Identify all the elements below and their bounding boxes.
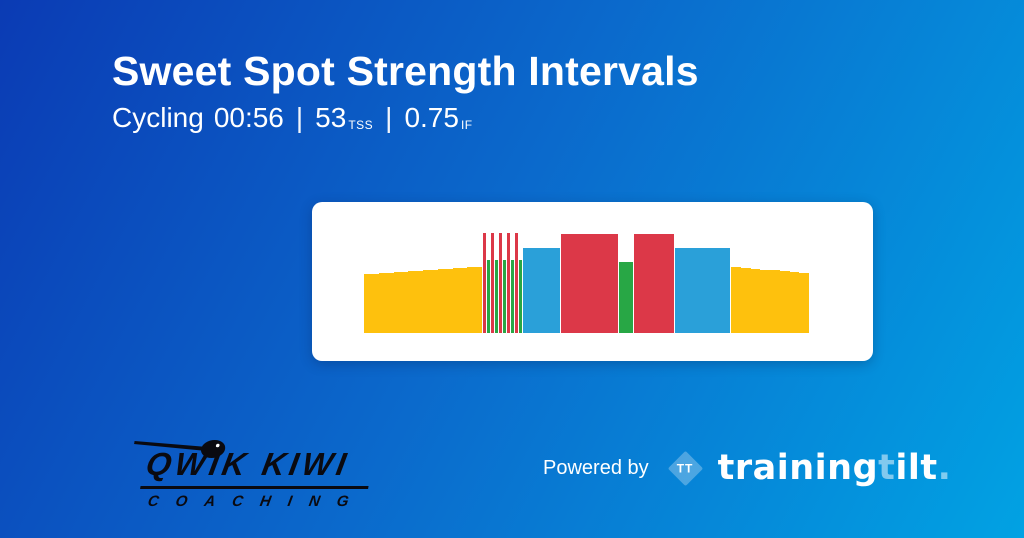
powered-by-label: Powered by [543,456,649,479]
chart-segment-sprint-4 [507,233,510,333]
chart-bar-warmup-step [467,267,482,333]
chart-bar-sprint-3 [499,233,502,333]
tt-diamond-letters: TT [676,460,694,475]
kiwi-bird-icon [133,440,226,458]
if-unit: IF [460,118,473,133]
if-value: 0.75 [404,102,459,134]
workout-title: Sweet Spot Strength Intervals [112,48,699,94]
chart-segment-recovery-3 [503,233,506,333]
activity-label: Cycling [112,102,204,134]
chart-bar-warmup-step [452,268,468,333]
chart-segment-sprint-2 [491,233,494,333]
chart-bar-cooldown-step [740,268,751,333]
chart-bar-cooldown-step [789,272,800,333]
chart-segment-recovery-2 [495,233,498,333]
wordmark-training: training [717,448,879,488]
chart-bar-sprint-5 [515,233,518,333]
coach-logo-tagline: COACHING [146,493,368,510]
wordmark-period: . [937,448,952,488]
coach-logo: QWIK KIWI COACHING [133,440,376,510]
chart-bar-recovery-4 [511,260,514,333]
duration-value: 00:56 [213,102,284,134]
chart-segment-sprint-5 [515,233,518,333]
tt-diamond-icon: TT [667,450,703,486]
chart-bar-sprint-1 [483,233,486,333]
chart-segment-sprint-3 [499,233,502,333]
chart-bar-recovery-3 [503,260,506,333]
trainingtilt-lockup: Powered by TT training t ilt. [543,442,951,494]
chart-segment-recovery-5 [519,233,522,333]
chart-bar-cooldown-step [770,270,780,333]
chart-bar-cooldown-step [779,271,790,333]
workout-card [312,202,873,361]
chart-bar-interval-1 [561,234,618,333]
separator: | [385,102,393,134]
separator: | [295,102,304,134]
tss-unit: TSS [348,118,374,133]
chart-segment-steady-1 [523,233,560,333]
chart-segment-recovery-1 [487,233,490,333]
chart-segment-cooldown [731,233,809,333]
chart-bar-steady-1 [523,248,560,333]
chart-bar-recovery-5 [519,260,522,333]
chart-segment-steady-2 [675,233,730,333]
chart-bar-warmup-step [437,269,453,333]
chart-segment-sprint-1 [483,233,486,333]
chart-bar-interval-2 [634,234,674,333]
workout-subtitle: Cycling 00:56 | 53 TSS | 0.75 IF [112,102,699,134]
wordmark-ilt: ilt [895,448,938,488]
chart-bar-steady-2 [675,248,730,333]
chart-bar-recovery-1 [487,260,490,333]
chart-segment-interval-1 [561,233,618,333]
workout-chart [364,233,809,333]
chart-bar-recovery-2 [495,260,498,333]
chart-bar-recovery-6 [619,262,633,333]
chart-bar-cooldown-step [760,270,770,333]
chart-bar-sprint-4 [507,233,510,333]
chart-bar-warmup-step [408,271,423,333]
chart-bar-sprint-2 [491,233,494,333]
chart-bar-warmup-step [393,272,409,333]
chart-segment-recovery-6 [619,233,633,333]
chart-bar-warmup-step [364,274,379,333]
chart-bar-warmup-step [378,273,394,333]
chart-segment-warmup [364,233,482,333]
chart-bar-cooldown-step [750,269,761,333]
workout-header: Sweet Spot Strength Intervals Cycling 00… [112,48,699,134]
trainingtilt-wordmark: training t ilt. [718,448,952,488]
chart-bar-cooldown-step [731,267,741,333]
chart-bar-warmup-step [423,270,438,333]
wordmark-t-light: t [878,448,896,488]
chart-segment-recovery-4 [511,233,514,333]
chart-segment-interval-2 [634,233,674,333]
chart-bar-cooldown-step [799,273,809,333]
tss-value: 53 [315,102,347,134]
